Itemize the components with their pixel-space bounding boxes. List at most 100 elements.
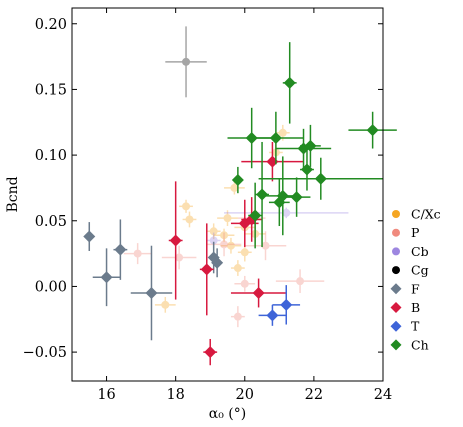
data-point xyxy=(213,228,235,242)
diamond-marker xyxy=(276,189,289,202)
diamond-marker xyxy=(280,298,293,311)
series-f xyxy=(83,219,224,341)
data-point xyxy=(203,338,218,366)
x-tick-label: 22 xyxy=(305,387,323,403)
data-point xyxy=(165,26,207,98)
legend-label: F xyxy=(411,281,420,296)
diamond-marker xyxy=(169,234,182,247)
diamond-marker xyxy=(100,271,113,284)
axis-ticks xyxy=(72,8,384,381)
series-b xyxy=(168,141,304,366)
circle-marker xyxy=(161,300,170,309)
legend-item: T xyxy=(390,319,420,334)
diamond-marker xyxy=(204,346,217,359)
data-point xyxy=(199,223,214,316)
y-tick-label: 0.00 xyxy=(35,279,67,295)
circle-marker xyxy=(220,231,229,240)
circle-marker xyxy=(230,183,239,192)
circle-marker xyxy=(226,241,235,250)
data-point xyxy=(182,211,197,228)
legend-item: F xyxy=(390,281,420,296)
diamond-marker xyxy=(145,287,158,300)
circle-marker xyxy=(278,128,287,137)
data-point xyxy=(130,245,173,341)
legend-circle-marker xyxy=(392,210,400,218)
diamond-marker xyxy=(114,243,127,256)
circle-marker xyxy=(220,240,229,249)
circle-marker xyxy=(223,214,232,223)
data-point xyxy=(244,231,287,261)
x-tick-label: 24 xyxy=(374,387,392,403)
data-point xyxy=(224,181,245,195)
legend-label: P xyxy=(411,225,419,240)
legend-circle-marker xyxy=(392,247,400,256)
series-c-xc xyxy=(154,124,290,313)
circle-marker xyxy=(296,277,305,286)
x-axis-label: α₀ (°) xyxy=(209,406,246,422)
legend-circle-marker xyxy=(392,228,400,237)
legend-diamond-marker xyxy=(390,320,402,332)
series-cg xyxy=(165,26,207,98)
circle-marker xyxy=(240,279,249,288)
series-t xyxy=(258,285,301,326)
legend-label: C/Xc xyxy=(411,207,441,222)
diamond-marker xyxy=(83,230,96,243)
data-point xyxy=(275,269,325,294)
data-point xyxy=(83,222,96,251)
legend: C/Xc P Cb Cg FBT Ch xyxy=(390,207,441,352)
y-tick-label: 0.05 xyxy=(35,214,67,230)
circle-marker xyxy=(209,227,218,236)
data-point xyxy=(248,111,304,165)
legend-item: Ch xyxy=(390,337,429,352)
plot-frame xyxy=(71,7,384,382)
circle-marker xyxy=(240,248,249,257)
legend-label: B xyxy=(411,300,420,315)
legend-item: Cg xyxy=(392,263,429,278)
diamond-marker xyxy=(269,132,282,145)
data-point xyxy=(206,232,242,257)
legend-label: Ch xyxy=(411,337,429,352)
legend-item: C/Xc xyxy=(392,207,441,222)
diamond-marker xyxy=(304,139,317,152)
data-point xyxy=(248,182,263,249)
legend-item: P xyxy=(392,225,419,240)
y-tick-label: 0.10 xyxy=(35,148,67,164)
data-point xyxy=(123,243,152,265)
series-p xyxy=(123,207,325,328)
data-point xyxy=(220,237,242,254)
legend-diamond-marker xyxy=(390,302,402,313)
data-point xyxy=(282,177,311,217)
y-tick-label: 0.20 xyxy=(35,17,67,33)
series-ch xyxy=(227,42,397,249)
legend-circle-marker xyxy=(392,266,400,275)
circle-marker xyxy=(209,236,218,245)
diamond-marker xyxy=(290,191,303,204)
legend-label: T xyxy=(411,319,420,334)
data-point xyxy=(237,243,252,262)
data-marks xyxy=(83,26,397,366)
legend-item: Cb xyxy=(392,244,429,259)
diamond-marker xyxy=(314,172,327,185)
data-point xyxy=(258,157,383,200)
diamond-marker xyxy=(266,309,279,322)
data-point xyxy=(282,42,297,124)
circle-marker xyxy=(182,202,191,211)
legend-diamond-marker xyxy=(390,339,402,351)
y-tick-label: −0.05 xyxy=(23,345,67,361)
circle-marker xyxy=(282,208,291,217)
circle-marker xyxy=(233,264,242,273)
data-point xyxy=(268,178,290,227)
y-tick-label: 0.15 xyxy=(35,82,67,98)
circle-marker xyxy=(182,57,191,66)
circle-marker xyxy=(261,241,270,250)
diamond-marker xyxy=(200,263,213,276)
data-point xyxy=(300,148,314,191)
data-point xyxy=(348,111,397,149)
data-point xyxy=(234,275,256,292)
legend-diamond-marker xyxy=(390,283,402,295)
data-point xyxy=(154,296,176,313)
legend-label: Cg xyxy=(411,263,429,278)
legend-label: Cb xyxy=(411,244,429,259)
data-point xyxy=(300,124,321,167)
